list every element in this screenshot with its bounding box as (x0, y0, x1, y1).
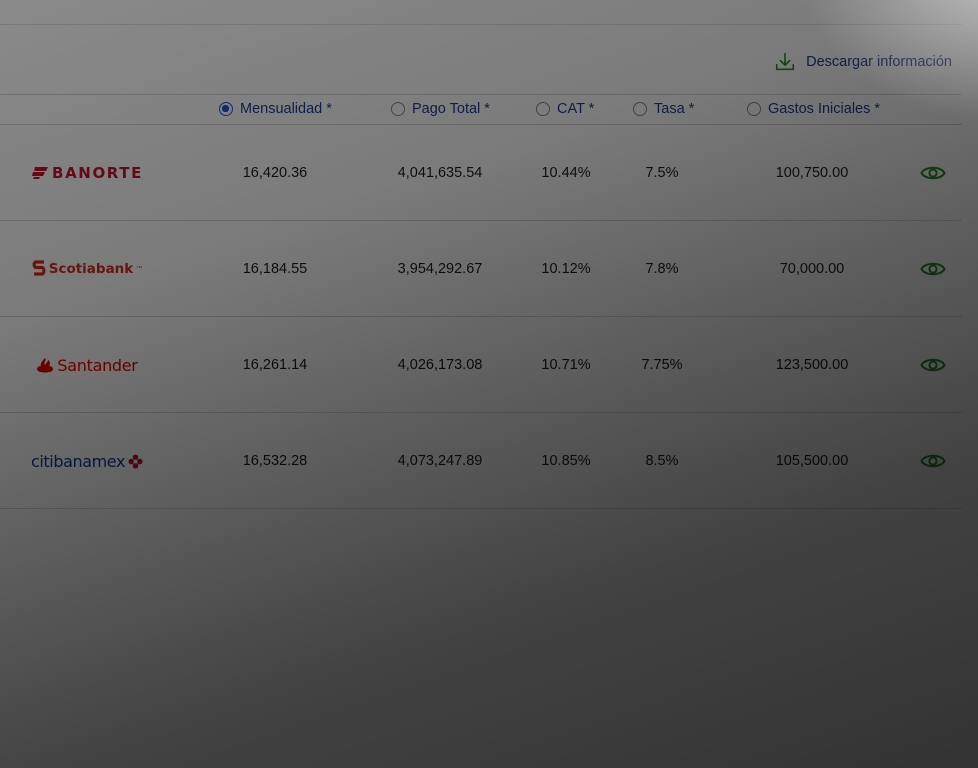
sort-option-label: Mensualidad * (240, 101, 332, 117)
scotiabank-logo-icon (32, 260, 46, 276)
table-row: Scotiabank ™ 16,184.55 3,954,292.67 10.12… (0, 221, 962, 317)
cat-value: 10.71% (541, 357, 591, 373)
table-row: Santander 16,261.14 4,026,173.08 10.71% … (0, 317, 962, 413)
cat-value: 10.44% (541, 165, 591, 181)
bank-logo-banorte: BANORTE (22, 125, 152, 221)
sort-option-label: Tasa * (654, 101, 695, 117)
top-divider (0, 24, 962, 25)
total-payment: 4,073,247.89 (397, 453, 483, 469)
view-details-eye-icon[interactable] (920, 450, 946, 472)
view-details-eye-icon[interactable] (920, 162, 946, 184)
view-details-eye-icon[interactable] (920, 258, 946, 280)
radio-icon[interactable] (536, 102, 550, 116)
santander-flame-icon (37, 358, 54, 373)
banorte-logo-icon (32, 167, 49, 179)
initial-costs: 123,500.00 (775, 357, 849, 373)
total-payment: 4,026,173.08 (397, 357, 483, 373)
rate-value: 7.75% (641, 357, 683, 373)
cat-value: 10.12% (541, 261, 591, 277)
rate-value: 7.8% (645, 261, 679, 277)
bank-logo-citibanamex: citibanamex (22, 413, 152, 509)
table-row: BANORTE 16,420.36 4,041,635.54 10.44% 7.… (0, 125, 962, 221)
table-row: citibanamex 16,532.28 4,073,247.89 10.85… (0, 413, 962, 509)
view-details-eye-icon[interactable] (920, 354, 946, 376)
bank-logo-scotiabank: Scotiabank ™ (22, 221, 152, 317)
radio-icon[interactable] (633, 102, 647, 116)
radio-selected-icon[interactable] (219, 102, 233, 116)
radio-icon[interactable] (391, 102, 405, 116)
total-payment: 4,041,635.54 (397, 165, 483, 181)
sort-option-label: CAT * (557, 101, 595, 117)
sort-option-cat[interactable]: CAT * (536, 101, 594, 117)
monthly-payment: 16,261.14 (242, 357, 308, 373)
bank-logo-santander: Santander (22, 317, 152, 413)
sort-option-pago-total[interactable]: Pago Total * (391, 101, 490, 117)
radio-icon[interactable] (747, 102, 761, 116)
sort-option-gastos-iniciales[interactable]: Gastos Iniciales * (747, 101, 880, 117)
citibanamex-flower-icon (128, 453, 143, 469)
sort-option-label: Gastos Iniciales * (768, 101, 881, 117)
sort-option-tasa[interactable]: Tasa * (633, 101, 694, 117)
initial-costs: 100,750.00 (775, 165, 849, 181)
rate-value: 7.5% (645, 165, 679, 181)
initial-costs: 105,500.00 (775, 453, 849, 469)
download-info-button[interactable]: Descargar información (774, 50, 952, 74)
sort-option-label: Pago Total * (412, 101, 490, 117)
monthly-payment: 16,184.55 (242, 261, 308, 277)
sort-option-mensualidad[interactable]: Mensualidad * (219, 101, 332, 117)
rate-value: 8.5% (645, 453, 679, 469)
initial-costs: 70,000.00 (779, 261, 845, 277)
cat-value: 10.85% (541, 453, 591, 469)
total-payment: 3,954,292.67 (397, 261, 483, 277)
monthly-payment: 16,420.36 (242, 165, 308, 181)
download-info-label: Descargar información (806, 54, 952, 70)
download-icon (776, 52, 795, 71)
sort-header-row: Mensualidad * Pago Total * CAT * Tasa * … (0, 94, 962, 125)
monthly-payment: 16,532.28 (242, 453, 308, 469)
